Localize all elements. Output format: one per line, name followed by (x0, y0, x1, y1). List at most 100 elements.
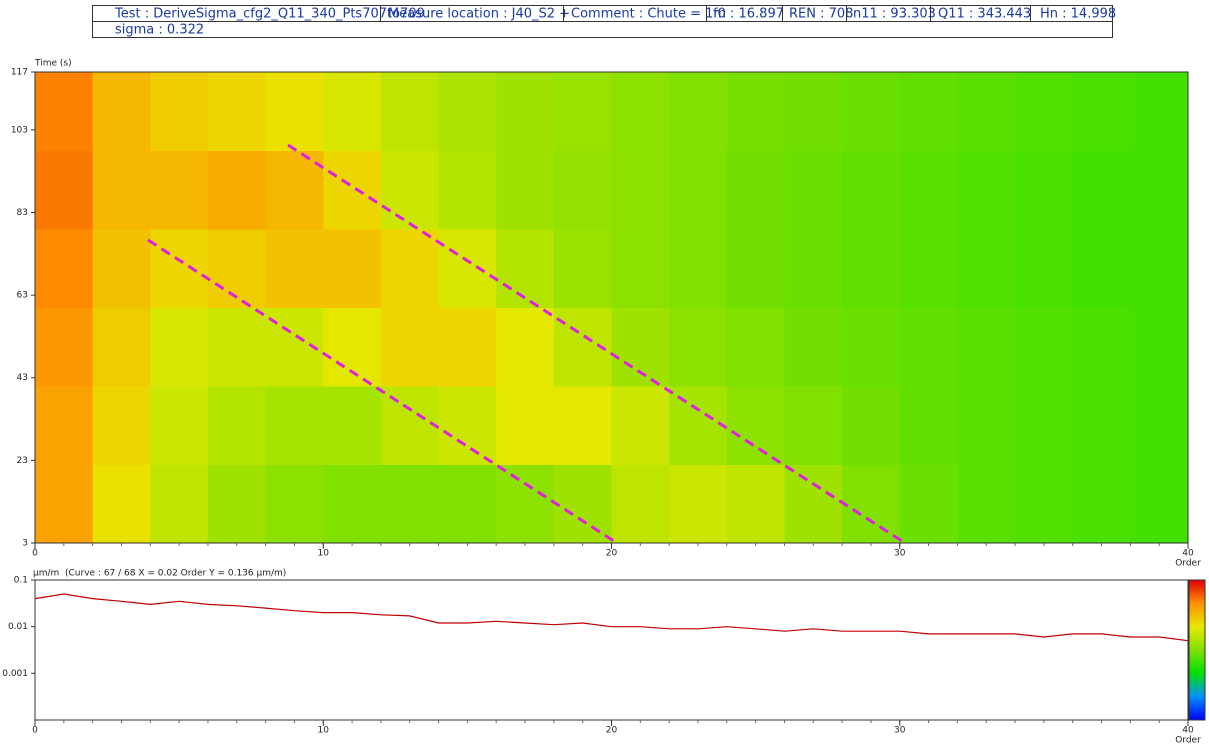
x-tick-label: 30 (894, 549, 906, 559)
y-tick-label: 43 (17, 373, 28, 383)
heat-cell (553, 229, 612, 308)
heat-cell (957, 307, 1016, 387)
heat-cell (1015, 464, 1074, 544)
heat-cell (1072, 229, 1131, 308)
heat-cell (726, 386, 785, 465)
heat-cell (496, 464, 555, 544)
header-cell: Q11 : 343.443 (938, 7, 1031, 22)
heat-cell (496, 150, 555, 230)
header-dividers (380, 5, 1031, 21)
heat-cell (265, 229, 324, 308)
header-cell: Test : DeriveSigma_cfg2_Q11_340_Pts707to… (114, 7, 425, 22)
heat-cell (899, 464, 958, 544)
heat-cell (1130, 150, 1189, 230)
heat-cell (92, 386, 151, 465)
heat-cell (957, 386, 1016, 465)
heat-cell (323, 464, 382, 544)
x-axis-label: Order (1175, 559, 1201, 569)
header-cell: REN : 708 (789, 7, 853, 22)
heat-cell (669, 72, 728, 151)
heat-cell (380, 150, 440, 230)
x-axis-label: Order (1175, 736, 1201, 745)
heat-cell (784, 72, 843, 151)
heat-cell (1072, 464, 1131, 544)
dashed-guide (287, 143, 906, 545)
header-cell: Hn : 14.998 (1040, 7, 1116, 22)
heat-cell (265, 464, 324, 544)
heat-cell (899, 307, 958, 387)
heat-cell (207, 229, 267, 308)
header-cell: n11 : 93.303 (853, 7, 936, 22)
heat-cell (957, 72, 1016, 151)
heat-cell (496, 229, 555, 308)
heat-cell (265, 72, 324, 151)
heat-cell (553, 386, 612, 465)
heat-cell (496, 72, 555, 151)
heat-cell (899, 72, 958, 151)
heat-cell (35, 386, 94, 465)
heat-cell (842, 307, 901, 387)
heat-cell (380, 72, 440, 151)
heat-cell (35, 307, 94, 387)
heat-cell (323, 307, 382, 387)
y-tick-label: 0.01 (8, 622, 28, 632)
heat-cell (784, 386, 843, 465)
header-cell: Comment : Chute = 1m (571, 7, 726, 22)
plot-frame (34, 579, 1189, 721)
heat-cell (611, 150, 670, 230)
heat-cell (1072, 307, 1131, 387)
heat-cell (35, 229, 94, 308)
heat-cell (1130, 307, 1189, 387)
y-tick-label: 117 (11, 68, 28, 78)
heat-cell (611, 386, 670, 465)
y-axis-label: µm/m (33, 569, 59, 579)
heat-cell (207, 307, 267, 387)
heat-cell (150, 307, 209, 387)
heat-cell (726, 72, 785, 151)
heat-cell (150, 150, 209, 230)
x-tick-label: 0 (32, 726, 38, 736)
x-tick-label: 40 (1182, 726, 1194, 736)
heat-cell (1015, 229, 1074, 308)
heat-cell (611, 229, 670, 308)
heat-cell (669, 464, 728, 544)
heat-cell (1130, 72, 1189, 151)
heat-cell (784, 464, 843, 544)
header-cell: sigma : 0.322 (115, 23, 204, 38)
header-table (92, 5, 1113, 38)
heat-cell (784, 150, 843, 230)
heat-cell (1130, 386, 1189, 465)
heat-cell (35, 464, 94, 544)
heat-cell (1015, 307, 1074, 387)
heat-cell (92, 464, 151, 544)
heat-cell (553, 72, 612, 151)
heat-cell (957, 229, 1016, 308)
heat-cell (784, 229, 843, 308)
heat-cell (380, 386, 440, 465)
heat-cell (1072, 386, 1131, 465)
heat-cell (380, 229, 440, 308)
heat-cell (842, 386, 901, 465)
heat-cell (1130, 229, 1189, 308)
heat-cell (669, 150, 728, 230)
annotations (147, 143, 906, 545)
heat-cell (265, 386, 324, 465)
heat-cell (438, 464, 497, 544)
heat-cell (150, 72, 209, 151)
heat-cell (207, 464, 267, 544)
heat-cell (553, 464, 612, 544)
heat-cell (784, 307, 843, 387)
y-tick-label: 3 (22, 539, 28, 549)
header-cell: f0 : 16.897 (713, 7, 784, 22)
heat-cell (1015, 72, 1074, 151)
heat-cell (323, 386, 382, 465)
heat-cell (899, 229, 958, 308)
heat-cell (842, 229, 901, 308)
x-tick-label: 0 (32, 549, 38, 559)
heat-cell (496, 386, 555, 465)
heat-cell (611, 464, 670, 544)
heat-cell (35, 72, 94, 151)
heat-cell (92, 150, 151, 230)
